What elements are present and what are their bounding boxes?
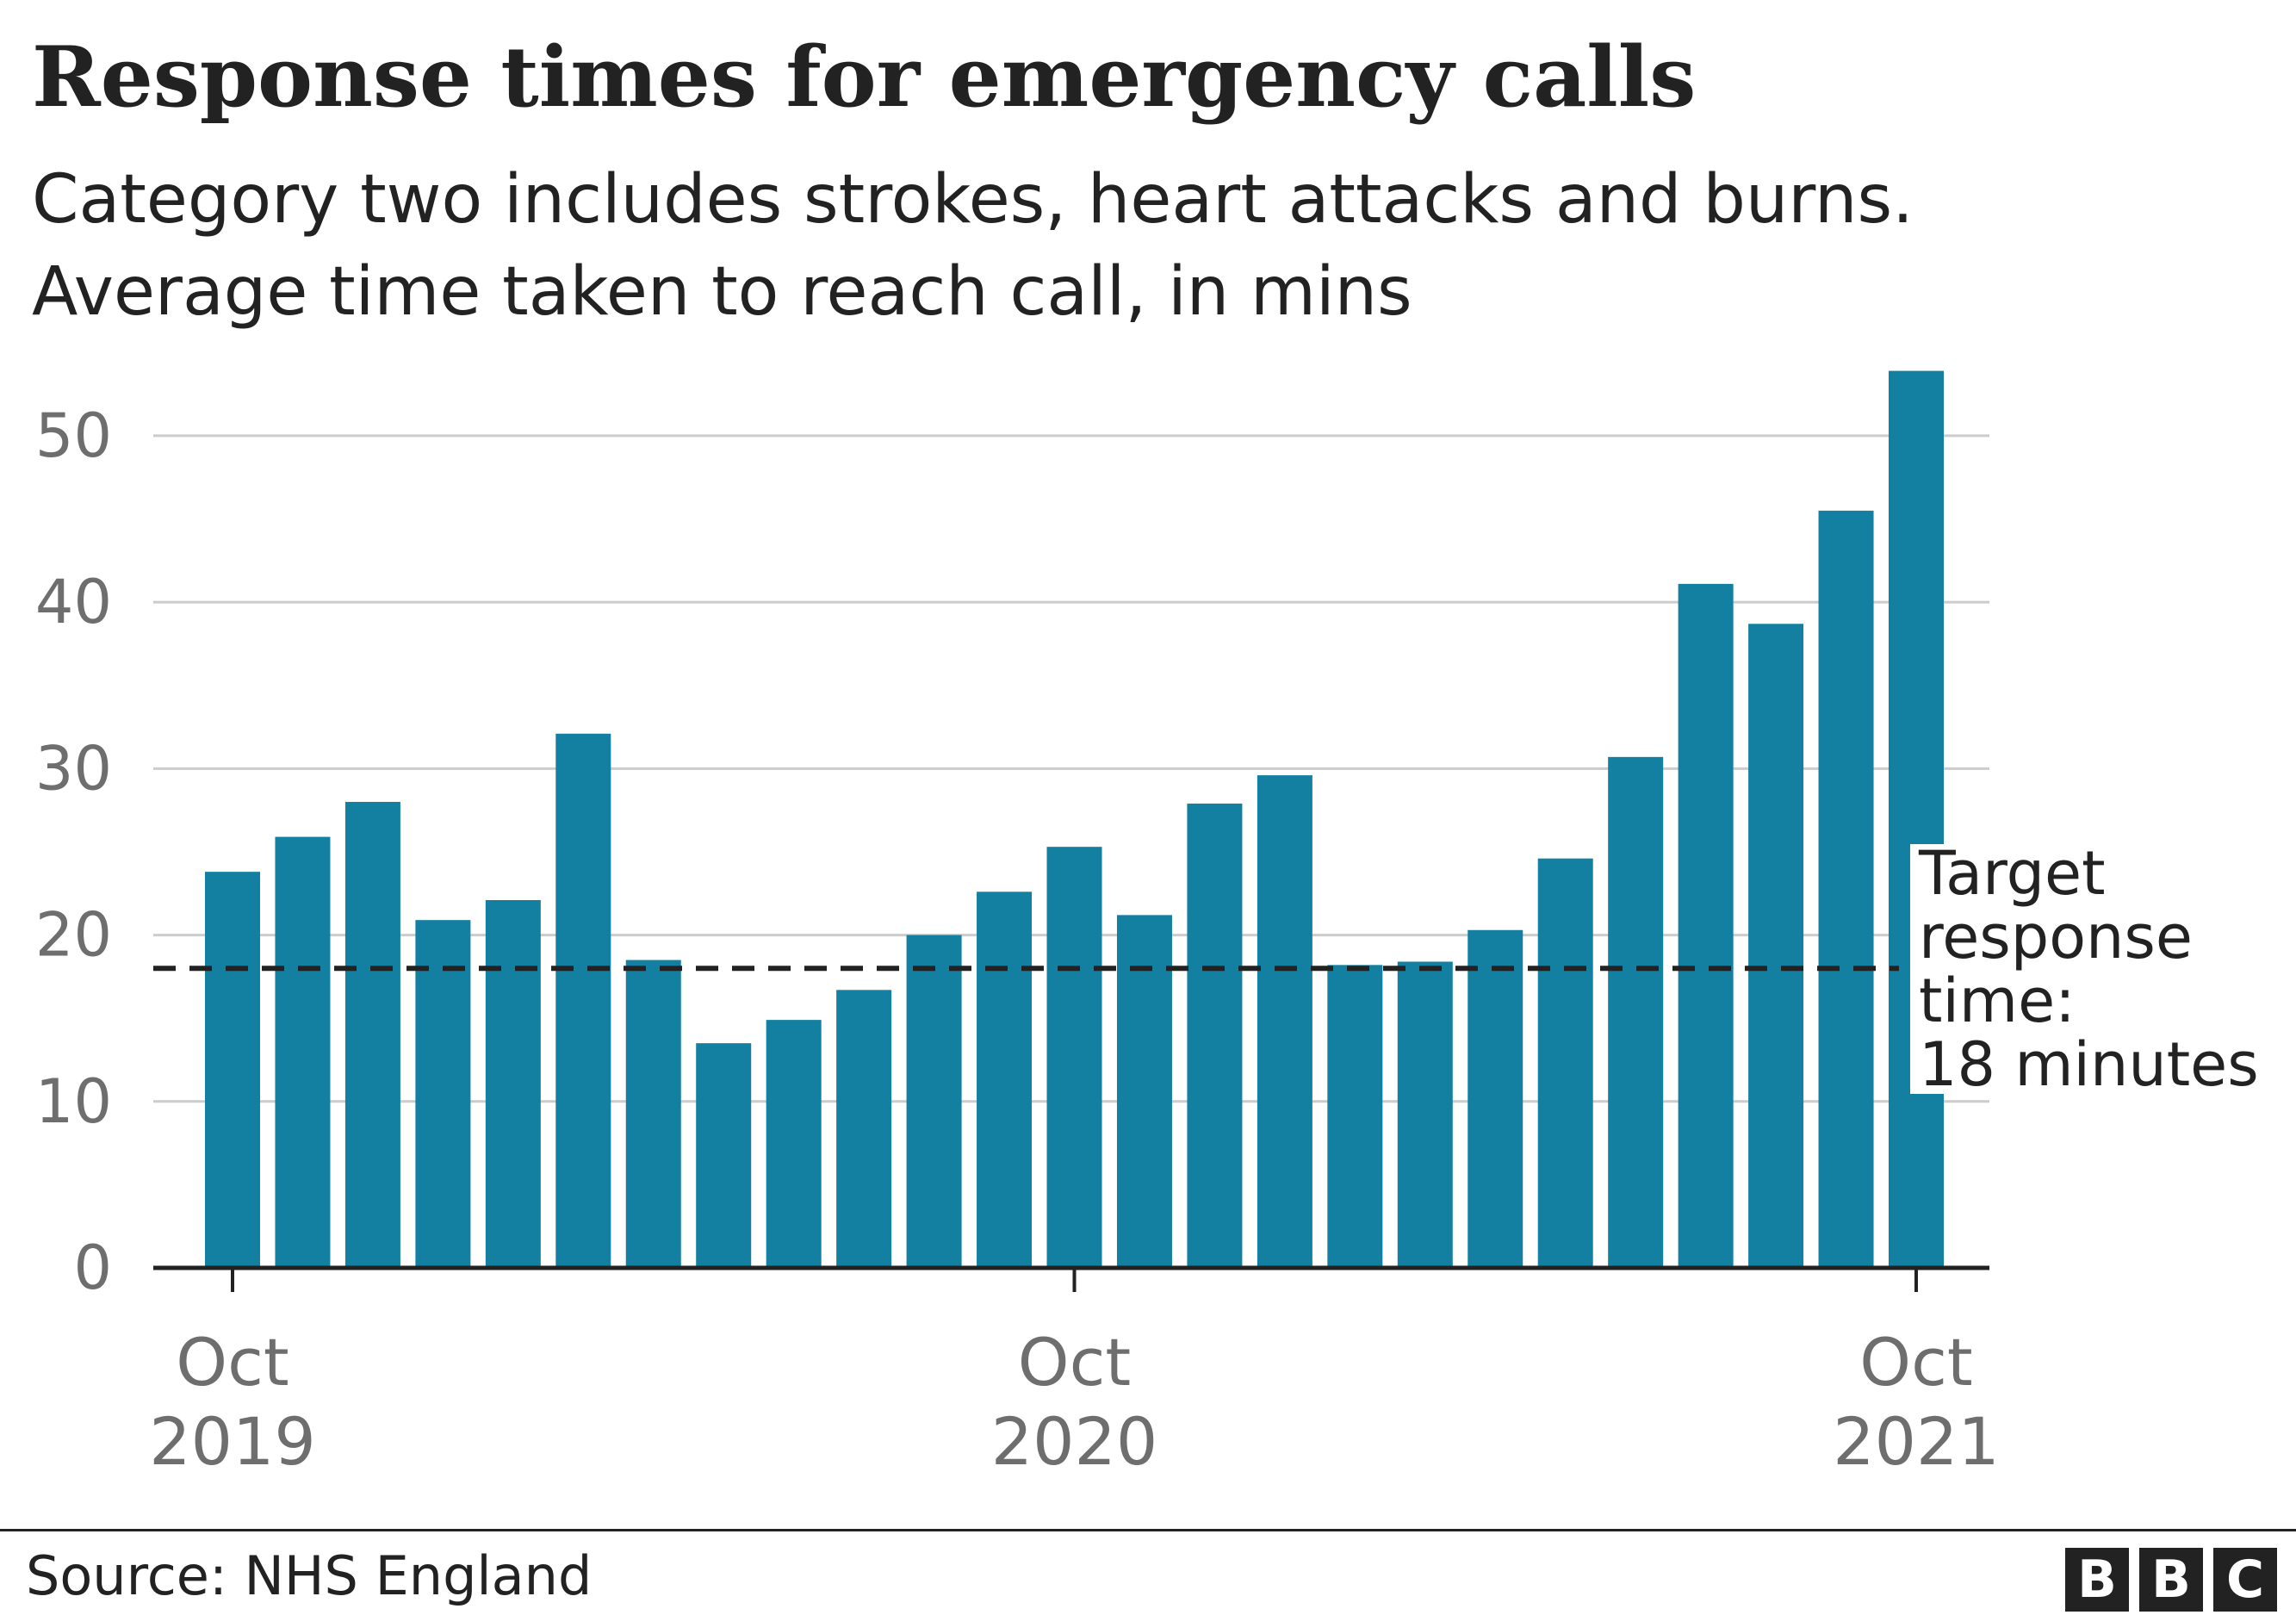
- chart-title: Response times for emergency calls: [32, 28, 1697, 126]
- bar-dec-2019: [344, 802, 400, 1268]
- target-reference-label-line-1: Target: [1918, 838, 2106, 909]
- x-tick-label-year-2019: 2019: [149, 1403, 315, 1480]
- target-reference-label-line-2: response: [1919, 902, 2193, 972]
- bar-feb-2020: [485, 899, 541, 1268]
- bar-jul-2020: [836, 990, 892, 1268]
- bar-mar-2020: [555, 733, 611, 1268]
- bbc-logo: B B C: [2065, 1548, 2277, 1612]
- bar-dec-2020: [1187, 803, 1243, 1268]
- y-tick-label-10: 10: [35, 1066, 112, 1137]
- bbc-logo-letter-3: C: [2213, 1548, 2277, 1612]
- bar-jan-2020: [415, 920, 471, 1268]
- target-reference-label-line-4: 18 minutes: [1919, 1029, 2259, 1100]
- bar-may-2021: [1537, 858, 1593, 1268]
- x-tick-label-year-2020: 2020: [991, 1403, 1157, 1480]
- x-tick-label-month-2019: Oct: [176, 1324, 289, 1401]
- bar-oct-2021: [1889, 370, 1944, 1269]
- bar-jan-2021: [1257, 775, 1312, 1268]
- bbc-logo-letter-1: B: [2065, 1548, 2129, 1612]
- x-tick-label-month-2020: Oct: [1018, 1324, 1131, 1401]
- chart-subtitle-line-2: Average time taken to reach call, in min…: [32, 253, 1412, 331]
- footer-divider: [0, 1529, 2296, 1531]
- bar-oct-2019: [205, 872, 260, 1268]
- bbc-logo-letter-2: B: [2139, 1548, 2203, 1612]
- bar-apr-2021: [1468, 929, 1523, 1268]
- reference-label-background: [1910, 844, 2296, 1094]
- bar-sep-2020: [977, 891, 1033, 1268]
- chart-subtitle-line-1: Category two includes strokes, heart att…: [32, 161, 1914, 239]
- y-tick-label-30: 30: [35, 733, 112, 804]
- bar-apr-2020: [625, 960, 681, 1268]
- bar-may-2020: [696, 1043, 752, 1268]
- y-tick-label-50: 50: [35, 401, 112, 471]
- target-reference-label: Target response time: 18 minutes: [1918, 838, 2259, 1100]
- bar-feb-2021: [1327, 965, 1383, 1268]
- target-reference-label-line-3: time:: [1919, 966, 2076, 1036]
- bar-sep-2021: [1818, 510, 1874, 1268]
- y-tick-label-40: 40: [35, 567, 112, 637]
- bar-jun-2020: [766, 1020, 822, 1268]
- x-tick-label-year-2021: 2021: [1833, 1403, 1999, 1480]
- source-note: Source: NHS England: [26, 1544, 593, 1607]
- bar-aug-2021: [1748, 624, 1804, 1268]
- y-tick-label-0: 0: [73, 1233, 112, 1303]
- x-tick-label-month-2021: Oct: [1859, 1324, 1972, 1401]
- bar-chart: 0 10 20 30 40 50 Target response time: 18 minutes…: [34, 370, 2296, 1480]
- bar-nov-2020: [1116, 915, 1172, 1268]
- bar-aug-2020: [906, 935, 962, 1268]
- bar-jun-2021: [1608, 756, 1664, 1268]
- y-tick-label-20: 20: [35, 900, 112, 971]
- bar-nov-2019: [275, 836, 331, 1268]
- bar-oct-2020: [1046, 847, 1102, 1268]
- bar-mar-2021: [1397, 961, 1453, 1268]
- bar-jul-2021: [1678, 583, 1734, 1268]
